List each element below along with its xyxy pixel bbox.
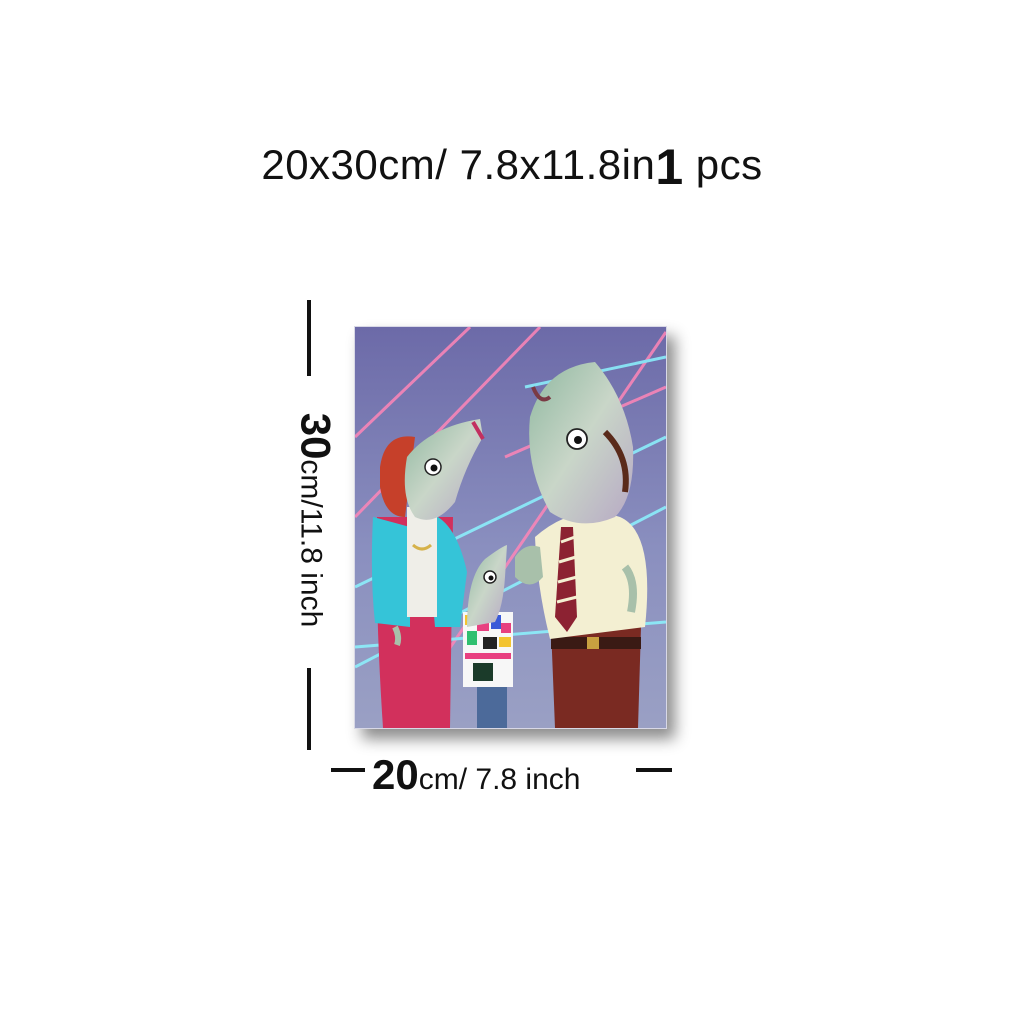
width-unit: cm/ 7.8 inch	[418, 763, 581, 796]
width-bar-right	[636, 768, 672, 772]
height-unit: cm/11.8 inch	[294, 459, 328, 628]
canvas-print	[354, 326, 667, 729]
child-fish	[463, 545, 513, 728]
height-bar-bottom	[307, 668, 311, 750]
fish-family-painting	[355, 327, 666, 728]
quantity-number: 1	[655, 139, 684, 195]
father-fish	[515, 362, 648, 728]
width-label: 20cm/ 7.8 inch	[372, 752, 580, 803]
quantity-unit: pcs	[695, 141, 763, 188]
width-number: 20	[372, 751, 419, 798]
width-bar-left	[331, 768, 365, 772]
size-headline: 20x30cm/ 7.8x11.8in1 pcs	[0, 132, 1024, 195]
height-number: 30	[292, 412, 340, 460]
size-text: 20x30cm/ 7.8x11.8in	[261, 141, 656, 188]
height-bar-top	[307, 300, 311, 376]
mother-fish	[371, 419, 485, 728]
height-label: 30cm/11.8 inch	[291, 413, 340, 628]
